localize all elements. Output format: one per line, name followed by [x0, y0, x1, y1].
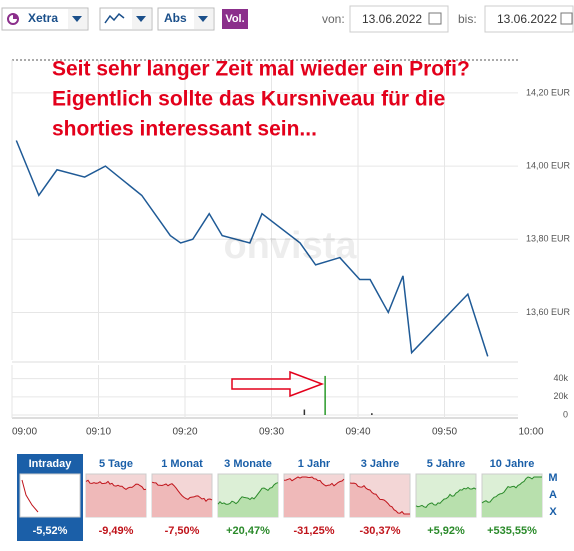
icon — [104, 12, 125, 24]
x-tick-label: 09:30 — [259, 427, 284, 438]
max-label: X — [549, 506, 557, 518]
y-tick-label: 13,60 EUR — [526, 307, 571, 317]
annotation: Eigentlich sollte das Kursniveau für die — [52, 88, 445, 111]
calendar-icon[interactable] — [560, 12, 573, 25]
y-tick-label: 40k — [553, 373, 568, 383]
period-change: -7,50% — [165, 525, 200, 537]
period-label: 3 Jahre — [361, 458, 400, 470]
max-label: M — [548, 472, 557, 484]
period-label: 1 Jahr — [298, 458, 331, 470]
sparkline-area — [152, 482, 212, 517]
period-change: -5,52% — [33, 525, 68, 537]
sparkline-area — [416, 487, 476, 517]
sparkline-area — [350, 483, 410, 517]
period-label: 5 Tage — [99, 458, 133, 470]
calendar-icon[interactable] — [428, 12, 442, 25]
sparkline — [415, 486, 477, 508]
thumbnail — [19, 473, 81, 518]
annotation: Seit sehr langer Zeit mal wieder ein Pro… — [52, 58, 470, 81]
period-label: 3 Monate — [224, 458, 272, 470]
period-change: +5,92% — [427, 525, 465, 537]
y-tick-label: 0 — [563, 409, 568, 419]
sparkline-area — [284, 477, 344, 517]
sparkline — [21, 479, 39, 513]
exchange: Xetra — [28, 11, 58, 25]
period-label: 10 Jahre — [490, 458, 535, 470]
price-line — [15, 140, 489, 357]
x-tick-label: 09:40 — [345, 427, 370, 438]
sparkline — [217, 482, 279, 505]
to-date: 13.06.2022 — [497, 12, 557, 26]
arrow — [72, 16, 82, 22]
volume-bar — [303, 409, 306, 415]
sparkline-area — [482, 477, 542, 517]
sparkline — [481, 476, 542, 504]
period-row: Intraday -5,52% 5 Tage -9,49% 1 Monat -7,50% 3… — [19, 458, 558, 537]
icon — [13, 14, 18, 19]
sparkline — [283, 476, 345, 487]
arrow — [136, 16, 146, 22]
x-tick-label: 09:50 — [432, 427, 457, 438]
volume-bar — [371, 413, 373, 415]
from-label: von: — [322, 12, 345, 26]
to-label: bis: — [458, 12, 477, 26]
dropdown-box — [1, 7, 89, 31]
sparkline — [151, 481, 213, 502]
volume-label: Vol. — [225, 13, 244, 25]
period-label: 5 Jahre — [427, 458, 466, 470]
period-change: +20,47% — [226, 525, 270, 537]
x-tick-label: 09:00 — [12, 427, 37, 438]
to-input[interactable] — [484, 5, 574, 33]
sparkline — [85, 479, 147, 491]
arrow — [198, 16, 208, 22]
x-tick-label: 09:10 — [86, 427, 111, 438]
from-date: 13.06.2022 — [362, 12, 422, 26]
period-change: -9,49% — [99, 525, 134, 537]
plot: 09:00 09:10 09:20 09:30 09:40 09:50 10:00 13,60… — [11, 60, 571, 438]
max-label: A — [549, 489, 557, 501]
chart-type-dropdown[interactable] — [99, 7, 153, 31]
exchange-dropdown[interactable]: Xetra — [1, 7, 89, 31]
annotation: shorties interessant sein... — [52, 118, 317, 141]
period-change: -31,25% — [294, 525, 335, 537]
x-tick-label: 09:20 — [172, 427, 197, 438]
period-label: Intraday — [29, 458, 73, 470]
sparkline — [349, 482, 410, 515]
period-label: 1 Monat — [161, 458, 203, 470]
y-tick-label: 14,00 EUR — [526, 160, 571, 170]
arrow — [231, 370, 325, 398]
x-tick-label: 10:00 — [518, 427, 543, 438]
y-tick-label: 13,80 EUR — [526, 234, 571, 244]
volume-bar — [324, 375, 326, 415]
from-input[interactable] — [349, 5, 449, 33]
sparkline-area — [218, 482, 278, 517]
scale: Abs — [164, 11, 187, 25]
period-change: -30,37% — [360, 525, 401, 537]
sparkline-area — [86, 480, 146, 517]
y-tick-label: 14,20 EUR — [526, 87, 571, 97]
scale-dropdown[interactable]: Abs — [157, 7, 215, 31]
period-change: +535,55% — [487, 525, 537, 537]
watermark: onvista — [223, 225, 357, 267]
y-tick-label: 20k — [553, 391, 568, 401]
volume-button[interactable] — [222, 9, 248, 29]
